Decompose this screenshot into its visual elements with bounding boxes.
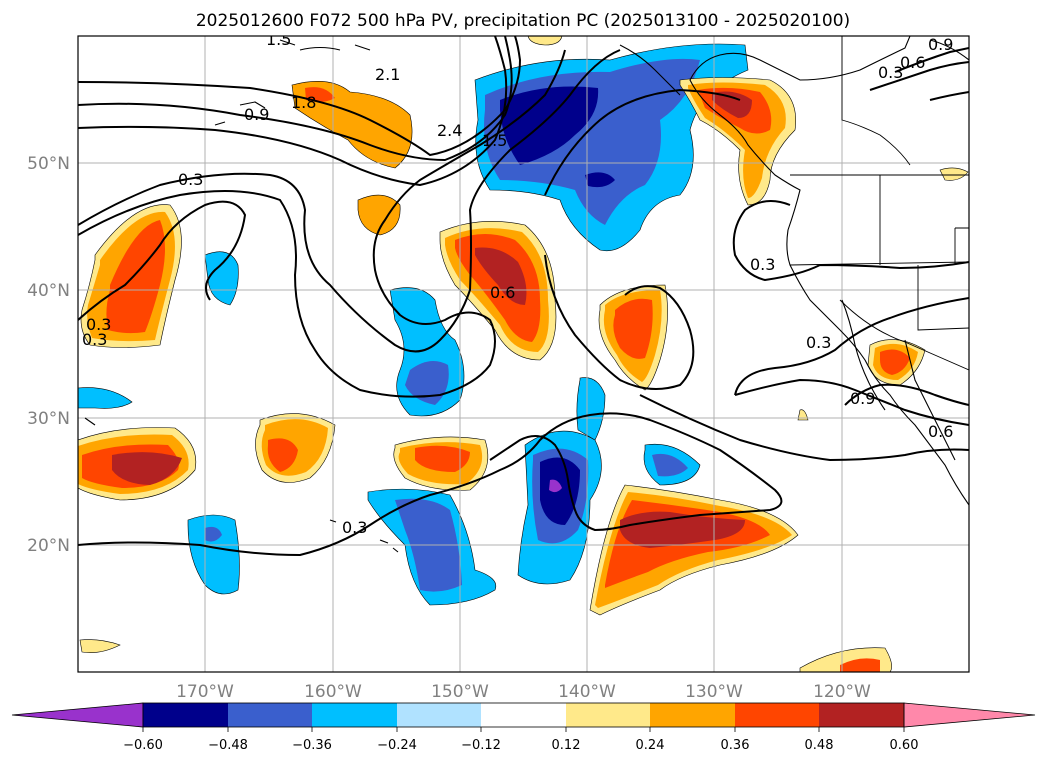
- contour-label: 0.9: [850, 389, 875, 408]
- lon-label-140w: 140°W: [558, 682, 616, 702]
- contour-label: 0.3: [342, 518, 367, 537]
- colorbar-tick-label: −0.24: [377, 738, 417, 753]
- negative-region-gulf-alaska-peak: [500, 86, 599, 165]
- lat-label-20n: 20°N: [27, 536, 70, 556]
- lon-label-170w: 170°W: [176, 682, 234, 702]
- positive-region-far-south-core: [840, 658, 880, 672]
- positive-region-west-1-core: [106, 220, 165, 334]
- lat-label-30n: 30°N: [27, 409, 70, 429]
- contour-label: 2.4: [437, 121, 462, 140]
- negative-region-subtropical-2-peak: [549, 479, 562, 493]
- colorbar-ticks: [142, 727, 905, 732]
- colorbar-tick-label: 0.24: [636, 738, 665, 753]
- contour-label: 0.9: [928, 35, 953, 54]
- negative-region-subtropical-2-core: [540, 457, 580, 525]
- colorbar-extend-low: [11, 702, 144, 728]
- positive-region-small-3: [79, 639, 121, 653]
- lat-label-50n: 50°N: [27, 154, 70, 174]
- colorbar-tick-label: 0.60: [890, 738, 919, 753]
- colorbar-tick-label: 0.48: [805, 738, 834, 753]
- latitude-labels: 50°N 40°N 30°N 20°N: [27, 154, 70, 556]
- lon-label-130w: 130°W: [685, 682, 743, 702]
- positive-region-east-1-core: [613, 298, 653, 359]
- colorbar: −0.60 −0.48 −0.36 −0.24 −0.12 0.12 0.24 …: [11, 702, 1036, 753]
- positive-region-west-2-peak: [112, 452, 182, 485]
- contour-label: 0.6: [490, 283, 515, 302]
- colorbar-tick-label: −0.12: [461, 738, 501, 753]
- contour-label: 1.5: [482, 131, 507, 150]
- longitude-labels: 170°W 160°W 150°W 140°W 130°W 120°W: [176, 682, 871, 702]
- lon-label-150w: 150°W: [431, 682, 489, 702]
- negative-region-subtropical-2-lat30: [576, 377, 606, 441]
- contour-label: 2.1: [375, 65, 400, 84]
- positive-region-aleutian-core: [305, 87, 335, 103]
- figure-title: 2025012600 F072 500 hPa PV, precipitatio…: [196, 11, 850, 31]
- positive-region-west-3-core: [267, 438, 298, 472]
- contour-label: 0.3: [878, 63, 903, 82]
- contour-label: 0.6: [928, 422, 953, 441]
- contour-label: 1.8: [291, 93, 316, 112]
- contour-label: 0.9: [244, 105, 269, 124]
- colorbar-tick-label: −0.36: [292, 738, 332, 753]
- colorbar-frame: [142, 702, 905, 728]
- colorbar-extend-high: [903, 702, 1036, 728]
- positive-region-baja-core: [880, 349, 910, 375]
- positive-region-central-peak: [475, 247, 527, 305]
- colorbar-bin: [228, 703, 312, 727]
- negative-region-west-2: [78, 387, 133, 409]
- negative-region-hawaii-west: [187, 514, 240, 595]
- colorbar-bin: [143, 703, 228, 727]
- colorbar-bin: [312, 703, 397, 727]
- colorbar-tick-label: 0.36: [721, 738, 750, 753]
- positive-region-central-core: [455, 234, 541, 342]
- contour-label: 0.6: [900, 53, 925, 72]
- pv-contours: [78, 36, 969, 557]
- contour-label: 0.3: [806, 333, 831, 352]
- contour-labels: 1.5 2.1 1.8 0.9 2.4 1.5 0.3 0.6 0.3 0.9 …: [82, 30, 953, 537]
- positive-region-north-america-coast-peak: [712, 91, 752, 118]
- lon-label-120w: 120°W: [813, 682, 871, 702]
- contour-label: 0.3: [178, 170, 203, 189]
- colorbar-tick-label: −0.60: [123, 738, 163, 753]
- colorbar-bin: [650, 703, 735, 727]
- coastlines: [84, 36, 969, 553]
- contour-label: 0.3: [750, 255, 775, 274]
- colorbar-bin: [481, 703, 566, 727]
- lon-label-160w: 160°W: [304, 682, 362, 702]
- positive-region-midpacific-north: [357, 194, 401, 236]
- graticule: [78, 36, 969, 672]
- negative-region-gulf-alaska-small: [585, 172, 615, 188]
- positive-region-small-2: [939, 167, 969, 181]
- map-panel: 1.5 2.1 1.8 0.9 2.4 1.5 0.3 0.6 0.3 0.9 …: [78, 30, 969, 672]
- positive-region-small-1: [527, 36, 563, 46]
- colorbar-bin: [819, 703, 904, 727]
- lat-label-40n: 40°N: [27, 281, 70, 301]
- colorbar-tick-label: −0.48: [208, 738, 248, 753]
- colorbar-tick-label: 0.12: [552, 738, 581, 753]
- negative-region-hawaii-west-core: [205, 526, 222, 542]
- negative-region-subtropical-3-core: [652, 453, 688, 477]
- contour-label: 1.5: [266, 30, 291, 49]
- map-frame: [77, 35, 970, 673]
- colorbar-bin: [735, 703, 819, 727]
- positive-region-mid-3-core: [415, 445, 470, 472]
- contour-label: 0.3: [86, 315, 111, 334]
- negative-region-midpacific-1-core: [405, 361, 449, 405]
- contour-label: 0.3: [82, 330, 107, 349]
- colorbar-bin: [566, 703, 650, 727]
- positive-region-small-4: [797, 409, 809, 421]
- colorbar-bin: [397, 703, 481, 727]
